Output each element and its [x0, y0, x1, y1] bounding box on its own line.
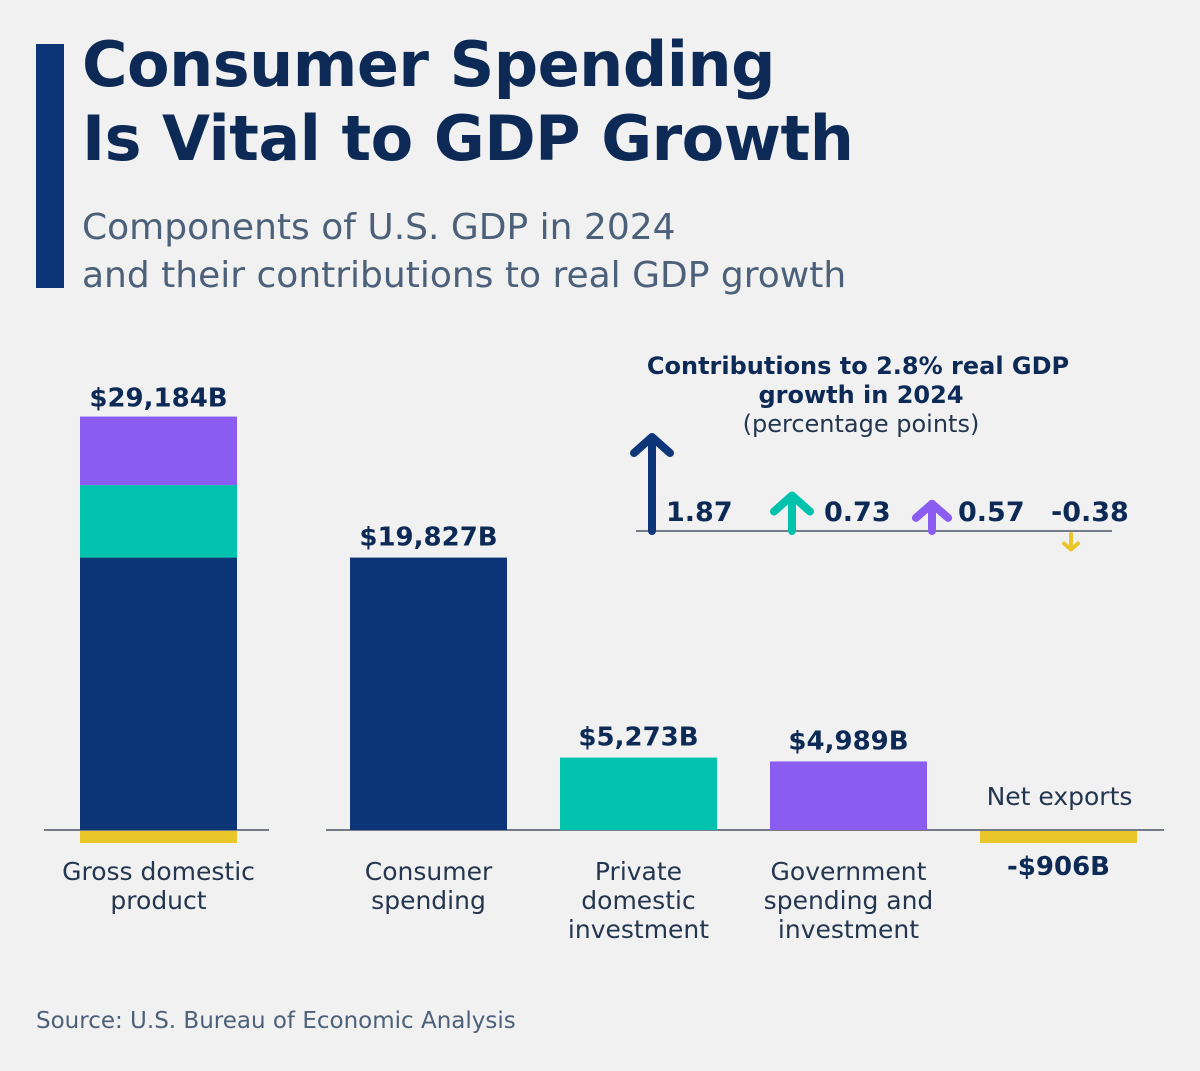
- page-title: Consumer Spending Is Vital to GDP Growth: [82, 28, 854, 176]
- contribution-arrow-investment: [770, 491, 814, 535]
- category-label: spending and: [764, 886, 934, 915]
- title-line-2: Is Vital to GDP Growth: [82, 102, 854, 175]
- bar-net_exports: [980, 831, 1137, 843]
- bar-value-label: $5,273B: [578, 723, 698, 753]
- inset-title-line-1: Contributions to 2.8% real GDP: [647, 352, 1069, 380]
- gdp-stack-investment: [80, 485, 237, 558]
- title-line-1: Consumer Spending: [82, 28, 775, 101]
- contribution-arrow-consumer: [630, 433, 674, 535]
- category-label: spending: [371, 886, 486, 915]
- category-label: product: [110, 886, 206, 915]
- gdp-stack-consumer: [80, 557, 237, 830]
- gdp-stack-net_exports: [80, 831, 237, 843]
- category-label: domestic: [581, 886, 695, 915]
- bar-consumer: [350, 557, 507, 830]
- category-label: investment: [568, 915, 709, 944]
- category-label: investment: [778, 915, 919, 944]
- category-label: Gross domestic: [62, 857, 255, 886]
- category-label: Net exports: [987, 782, 1133, 811]
- bar-value-label: $4,989B: [788, 726, 908, 756]
- subtitle-line-2: and their contributions to real GDP grow…: [82, 255, 847, 296]
- contribution-arrow-government: [911, 499, 953, 535]
- bar-government: [770, 761, 927, 830]
- bar-investment: [560, 757, 717, 830]
- subtitle-line-1: Components of U.S. GDP in 2024: [82, 207, 676, 248]
- page-subtitle: Components of U.S. GDP in 2024 and their…: [82, 204, 846, 300]
- bar-value-label: -$906B: [1007, 852, 1110, 882]
- bar-value-label: $29,184B: [89, 384, 227, 414]
- inset-title-line-2: growth in 2024: [758, 381, 963, 409]
- contribution-value-label: 0.57: [958, 497, 1025, 528]
- gdp-stack-government: [80, 416, 237, 486]
- title-accent-bar: [36, 44, 64, 288]
- contribution-value-label: -0.38: [1051, 497, 1129, 528]
- contribution-value-label: 1.87: [666, 497, 733, 528]
- category-label: Government: [771, 857, 927, 886]
- contribution-value-label: 0.73: [824, 497, 891, 528]
- bar-value-label: $19,827B: [359, 523, 497, 553]
- source-note: Source: U.S. Bureau of Economic Analysis: [36, 1008, 516, 1034]
- category-label: Consumer: [365, 857, 493, 886]
- inset-subtitle: (percentage points): [743, 410, 980, 438]
- category-label: Private: [595, 857, 682, 886]
- contribution-arrow-net_exports: [1062, 532, 1080, 552]
